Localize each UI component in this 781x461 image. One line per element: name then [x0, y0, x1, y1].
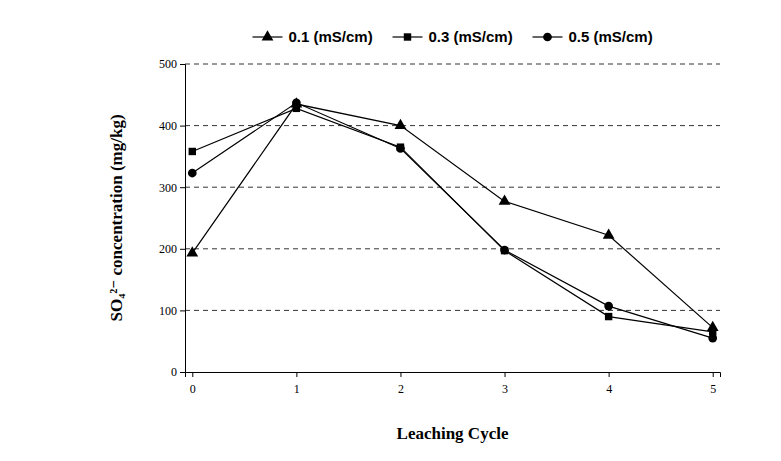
y-tick-mark [180, 249, 185, 250]
grid-line [185, 248, 720, 249]
legend-marker [404, 33, 411, 40]
series-group [186, 97, 718, 342]
y-tick: 0 [171, 365, 185, 379]
x-tick: 4 [606, 372, 612, 396]
series-line [192, 103, 712, 338]
x-axis-line [186, 373, 721, 378]
x-tick: 2 [398, 372, 404, 396]
plot: 0 100 200 300 400 500 0 1 2 3 4 5 [159, 57, 721, 396]
marker [396, 144, 405, 153]
y-tick-mark [180, 126, 185, 127]
marker [189, 148, 196, 155]
legend-marker [543, 33, 552, 42]
y-tick-label: 200 [159, 242, 177, 256]
y-tick-label: 100 [159, 304, 177, 318]
grid [185, 64, 720, 310]
marker [188, 169, 197, 178]
legend-item: 0.3 (mS/cm) [393, 28, 513, 45]
legend-label: 0.5 (mS/cm) [569, 28, 653, 45]
legend: 0.1 (mS/cm) 0.3 (mS/cm) 0.5 (mS/cm) [253, 28, 653, 45]
marker [603, 228, 615, 238]
x-tick-mark [505, 372, 506, 377]
x-tick-mark [296, 372, 297, 377]
y-tick-mark [180, 310, 185, 311]
x-tick-mark [609, 372, 610, 377]
x-axis-title: Leaching Cycle [397, 424, 509, 443]
grid-line [185, 187, 720, 188]
y-axis-title: SO₄²⁻ concentration (mg/kg) [107, 114, 126, 321]
y-axis-line [180, 65, 186, 373]
marker [186, 246, 198, 256]
grid-line [185, 64, 720, 65]
y-axis: 0 100 200 300 400 500 [159, 57, 186, 379]
y-tick-mark [180, 372, 185, 373]
grid-line [185, 125, 720, 126]
x-tick-mark [400, 372, 401, 377]
marker [708, 334, 717, 343]
chart: 0 100 200 300 400 500 0 1 2 3 4 5 Leaching Cycle SO₄²… [0, 0, 781, 461]
x-tick-label: 3 [502, 382, 508, 396]
y-tick-label: 400 [159, 119, 177, 133]
x-tick-mark [713, 372, 714, 377]
marker [499, 195, 511, 205]
legend-marker [262, 30, 274, 40]
marker [292, 98, 301, 107]
marker [500, 246, 509, 255]
x-tick-label: 0 [190, 382, 196, 396]
legend-label: 0.1 (mS/cm) [289, 28, 373, 45]
x-axis: 0 1 2 3 4 5 [186, 372, 721, 396]
x-tick: 3 [502, 372, 508, 396]
series-line [192, 108, 712, 332]
legend-label: 0.3 (mS/cm) [429, 28, 513, 45]
y-tick-label: 500 [159, 57, 177, 71]
x-tick: 1 [294, 372, 300, 396]
y-tick-label: 0 [171, 365, 177, 379]
marker [605, 313, 612, 320]
marker [604, 302, 613, 311]
y-tick-label: 300 [159, 181, 177, 195]
series-line [192, 104, 712, 328]
y-tick: 200 [159, 242, 185, 256]
grid-line [185, 310, 720, 311]
y-tick-mark [180, 64, 185, 65]
x-tick-label: 5 [710, 382, 716, 396]
x-tick-label: 1 [294, 382, 300, 396]
x-tick-label: 2 [398, 382, 404, 396]
marker [395, 119, 407, 129]
y-tick: 500 [159, 57, 185, 71]
x-tick-label: 4 [606, 382, 612, 396]
y-tick: 100 [159, 304, 185, 318]
x-tick-mark [192, 372, 193, 377]
y-tick-mark [180, 187, 185, 188]
y-tick: 300 [159, 181, 185, 195]
x-tick: 5 [710, 372, 716, 396]
legend-item: 0.5 (mS/cm) [533, 28, 653, 45]
x-tick: 0 [190, 372, 196, 396]
y-tick: 400 [159, 119, 185, 133]
legend-item: 0.1 (mS/cm) [253, 28, 373, 45]
